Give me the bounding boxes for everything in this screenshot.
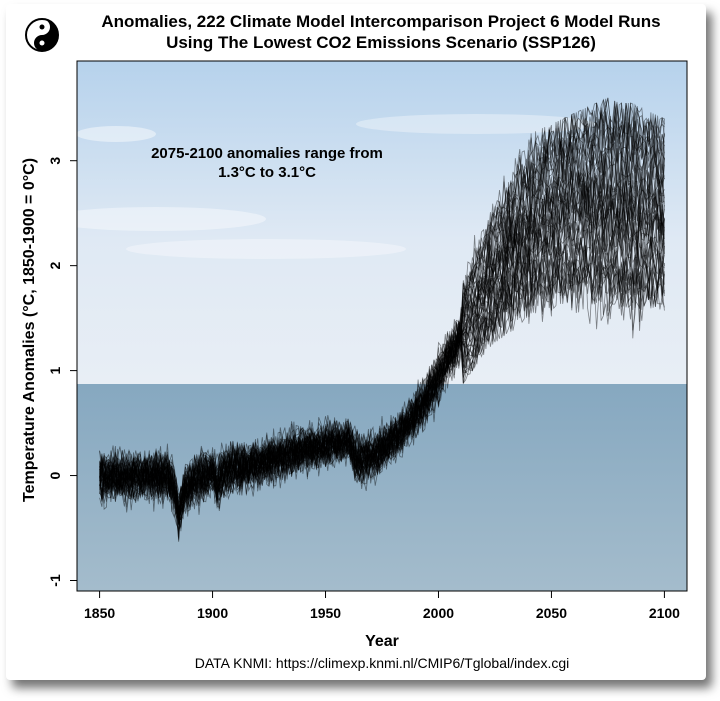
model-run-line xyxy=(99,115,665,504)
model-run-line xyxy=(99,171,665,520)
model-run-line xyxy=(99,214,665,524)
chart-title-line2: Using The Lowest CO2 Emissions Scenario … xyxy=(166,33,596,52)
model-run-line xyxy=(99,244,665,535)
data-source: DATA KNMI: https://climexp.knmi.nl/CMIP6… xyxy=(195,655,570,671)
model-run-line xyxy=(99,112,665,505)
model-run-line xyxy=(99,231,665,541)
model-run-line xyxy=(99,130,665,502)
model-run-line xyxy=(99,101,665,514)
model-run-line xyxy=(99,193,665,519)
model-run-line xyxy=(99,177,665,539)
model-run-line xyxy=(99,251,665,521)
model-run-line xyxy=(99,186,665,520)
model-run-line xyxy=(99,106,665,520)
model-run-line xyxy=(99,155,665,520)
model-run-line xyxy=(99,186,665,514)
model-run-line xyxy=(99,135,665,525)
model-run-line xyxy=(99,122,665,512)
model-run-line xyxy=(99,159,665,520)
model-run-line xyxy=(99,188,665,518)
model-run-line xyxy=(99,241,665,523)
model-run-line xyxy=(99,225,665,520)
plot-frame xyxy=(76,60,688,592)
sea-background xyxy=(77,384,687,591)
x-tick-label: 2050 xyxy=(536,605,567,621)
y-tick-label: 0 xyxy=(47,471,63,479)
annotation-line2: 1.3°C to 3.1°C xyxy=(218,164,316,181)
x-axis: 1850 1900 1950 2000 2050 2100 xyxy=(84,591,680,621)
model-run-line xyxy=(99,133,665,521)
x-tick-label: 2100 xyxy=(649,605,680,621)
model-run-line xyxy=(99,172,665,525)
model-run-line xyxy=(99,121,665,511)
model-run-line xyxy=(99,259,665,531)
model-run-line xyxy=(99,98,665,510)
sky-background xyxy=(77,61,687,384)
model-run-line xyxy=(99,108,665,499)
annotation-line1: 2075-2100 anomalies range from xyxy=(151,145,383,162)
y-tick-label: 1 xyxy=(47,367,63,375)
model-run-line xyxy=(99,247,665,524)
model-run-line xyxy=(99,106,665,512)
y-axis: -1 0 1 2 3 xyxy=(47,157,77,587)
y-tick-label: -1 xyxy=(47,574,63,587)
y-tick-label: 2 xyxy=(47,262,63,270)
x-tick-label: 1900 xyxy=(197,605,228,621)
model-run-line xyxy=(99,102,665,506)
x-tick-label: 1850 xyxy=(84,605,115,621)
chart-title-line1: Anomalies, 222 Climate Model Intercompar… xyxy=(101,12,660,31)
chart: Anomalies, 222 Climate Model Intercompar… xyxy=(21,12,688,671)
model-run-line xyxy=(99,102,665,514)
chart-card: Anomalies, 222 Climate Model Intercompar… xyxy=(6,4,706,680)
model-run-line xyxy=(99,102,665,526)
model-run-line xyxy=(99,173,665,513)
model-run-line xyxy=(99,207,665,528)
logo xyxy=(25,18,59,52)
model-run-line xyxy=(99,249,665,521)
plot-background xyxy=(46,61,687,591)
model-run-line xyxy=(99,97,665,512)
model-run-line xyxy=(99,232,665,530)
model-run-line xyxy=(99,198,665,515)
model-run-line xyxy=(99,230,665,520)
model-run-line xyxy=(99,177,665,519)
model-run-line xyxy=(99,130,665,509)
x-tick-label: 2000 xyxy=(423,605,454,621)
model-run-line xyxy=(99,99,665,504)
model-run-line xyxy=(99,185,665,523)
model-run-line xyxy=(99,194,665,517)
model-run-line xyxy=(99,127,665,515)
model-runs xyxy=(99,97,665,542)
model-run-line xyxy=(99,154,665,513)
x-axis-label: Year xyxy=(365,633,399,650)
y-tick-label: 3 xyxy=(47,157,63,165)
y-axis-label: Temperature Anomalies (°C, 1850-1900 = 0… xyxy=(21,158,38,502)
model-run-line xyxy=(99,206,665,516)
model-run-line xyxy=(99,158,665,513)
model-run-line xyxy=(99,167,665,521)
model-run-line xyxy=(99,188,665,517)
model-run-line xyxy=(99,239,665,538)
model-run-line xyxy=(99,236,665,533)
model-run-line xyxy=(99,144,665,510)
model-run-line xyxy=(99,155,665,503)
model-run-line xyxy=(99,216,665,521)
model-run-line xyxy=(99,171,665,532)
x-tick-label: 1950 xyxy=(310,605,341,621)
model-run-line xyxy=(99,158,665,525)
model-run-line xyxy=(99,247,665,529)
model-run-line xyxy=(99,97,665,502)
model-run-line xyxy=(99,222,665,542)
